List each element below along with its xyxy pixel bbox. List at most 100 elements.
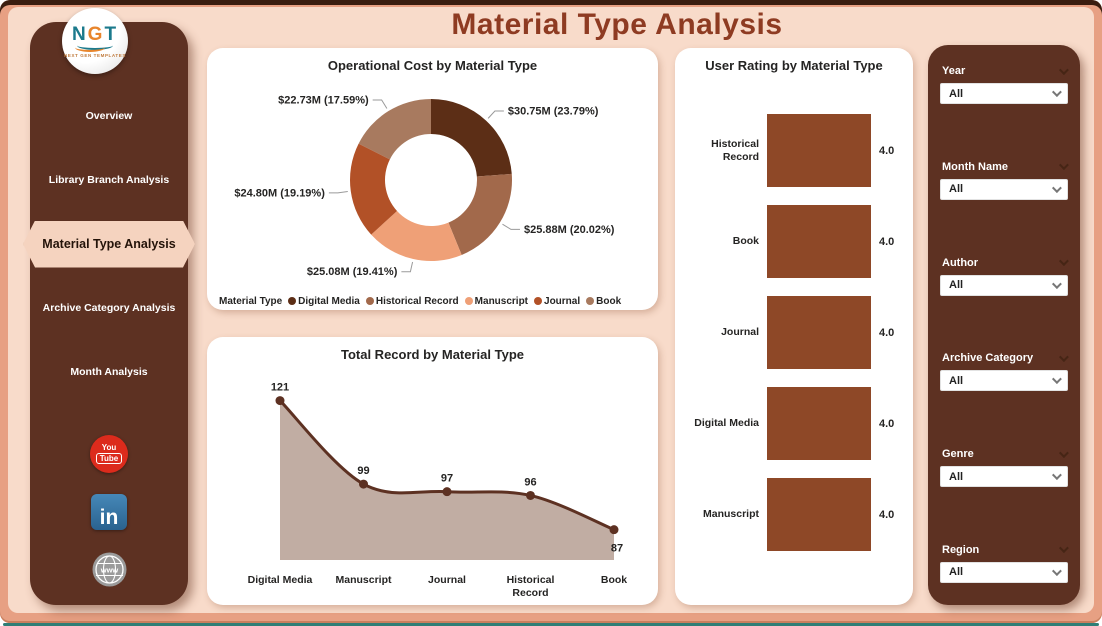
bar-journal[interactable] [767,296,871,369]
label-leader-line [328,190,348,194]
user-rating-chart-card: User Rating by Material Type Historical … [675,48,913,605]
area-data-label: 99 [357,465,369,477]
filter-year: Year All [940,64,1069,104]
filter-genre: Genre All [940,447,1069,488]
bar-track [767,387,871,460]
legend-dot [288,297,297,305]
filter-header: Year [940,64,1069,77]
legend-item-digital-media[interactable]: Digital Media [288,296,360,307]
sidebar-nav: Overview Library Branch Analysis Material … [23,84,195,404]
data-point-digital-media[interactable] [275,396,285,406]
legend-item-manuscript[interactable]: Manuscript [464,295,529,307]
bar-row-digital-media: Digital Media 4.0 [683,387,905,460]
legend-title: Material Type [219,295,283,307]
filter-dropdown-archive-category[interactable]: All [940,370,1068,392]
bar-category-label: Book [732,235,759,248]
chevron-down-icon[interactable] [1058,256,1069,267]
chevron-down-icon[interactable] [1058,160,1069,171]
area-chart-x-axis: Digital Media Manuscript Journal Historical… [207,572,658,606]
filter-archive-category: Archive Category All [940,352,1069,392]
filter-dropdown-genre[interactable]: All [940,466,1068,488]
filter-dropdown-author[interactable]: All [940,274,1068,296]
sidebar-item-month-analysis[interactable]: Month Analysis [70,366,148,378]
filter-dropdown-region[interactable]: All [940,561,1068,583]
chevron-down-icon[interactable] [1058,352,1069,362]
filter-dropdown-year[interactable]: All [940,83,1068,104]
label-leader-line [401,261,414,273]
label-leader-line [372,99,388,109]
filter-header: Archive Category [940,352,1069,364]
donut-slice-digital-media[interactable] [431,99,512,177]
legend-label: Manuscript [474,295,529,307]
filter-label: Region [942,543,980,556]
operational-cost-chart-card: Operational Cost by Material Type $30.75… [207,48,658,310]
filter-label: Author [942,256,979,269]
chevron-down-icon [1051,87,1062,98]
filter-header: Genre [940,447,1069,460]
legend-item-book[interactable]: Book [586,296,621,307]
bar-value-label: 4.0 [879,508,895,521]
linkedin-icon-text: in [99,505,119,529]
label-leader-line [487,110,504,119]
legend-item-historical-record[interactable]: Historical Record [365,296,459,307]
donut-data-label: $25.08M (19.41%) [307,266,398,278]
data-point-journal[interactable] [442,487,452,497]
area-data-label: 121 [271,382,289,394]
bar-row-historical-record: Historical Record 4.0 [683,114,905,187]
area-data-label: 96 [524,476,536,488]
chevron-down-icon[interactable] [1058,543,1069,554]
bar-digital-media[interactable] [767,387,871,460]
chevron-down-icon [1051,182,1062,193]
website-icon[interactable]: www [91,551,128,588]
youtube-icon-text: You [101,442,117,452]
chevron-down-icon[interactable] [1058,447,1069,458]
youtube-icon[interactable]: You Tube [90,435,128,473]
donut-chart: $30.75M (23.79%) $25.88M (20.02%) $25.08M … [234,94,614,278]
filter-selected-value: All [949,279,964,292]
linkedin-icon[interactable]: in [91,494,127,530]
total-record-chart-card: Total Record by Material Type 121 99 97 96 8… [207,337,658,605]
filter-header: Region [940,543,1069,556]
chevron-down-icon [1051,374,1062,385]
donut-slice-manuscript[interactable] [371,211,462,261]
chevron-down-icon [1051,470,1062,481]
globe-graphic: www [92,552,126,587]
chevron-down-icon[interactable] [1058,64,1069,75]
filter-region: Region All [940,543,1069,583]
filter-selected-value: All [949,87,964,100]
youtube-icon-text: Tube [95,452,123,465]
bar-historical-record[interactable] [767,114,871,187]
filter-selected-value: All [949,470,964,483]
x-axis-label-digital-media: Digital Media [247,574,313,586]
area-fill [280,400,614,560]
filter-dropdown-month-name[interactable]: All [940,178,1068,200]
donut-slice-historical-record[interactable] [448,173,512,255]
sidebar-item-overview[interactable]: Overview [85,110,133,122]
chart-title: Operational Cost by Material Type [327,58,538,73]
data-point-manuscript[interactable] [359,479,368,489]
legend-item-journal[interactable]: Journal [534,296,580,307]
sidebar-item-archive-category-analysis[interactable]: Archive Category Analysis [42,302,176,314]
x-axis-label-book: Book [600,574,628,586]
ngt-logo: NGT NEXT GEN TEMPLATES [62,8,128,74]
chart-title: Total Record by Material Type [340,347,524,362]
filter-selected-value: All [949,566,964,579]
data-point-book[interactable] [609,525,619,535]
label-leader-line [502,223,520,230]
filter-header: Month Name [940,160,1069,173]
sidebar-item-material-type-analysis[interactable]: Material Type Analysis [23,220,195,268]
legend-label: Journal [544,295,581,307]
x-axis-label-historical-record: Historical Record [506,574,555,600]
bar-manuscript[interactable] [767,478,871,551]
bar-book[interactable] [767,205,871,278]
sidebar-item-library-branch-analysis[interactable]: Library Branch Analysis [48,174,170,186]
filter-header: Author [940,256,1069,269]
donut-slice-journal[interactable] [349,143,398,235]
data-point-historical-record[interactable] [526,490,535,500]
bar-row-journal: Journal 4.0 [683,296,905,369]
donut-slice-book[interactable] [358,99,431,160]
chart-title: User Rating by Material Type [705,58,883,73]
legend-dot [365,297,374,305]
filter-selected-value: All [949,374,964,387]
bar-category-label: Historical Record [711,137,759,163]
